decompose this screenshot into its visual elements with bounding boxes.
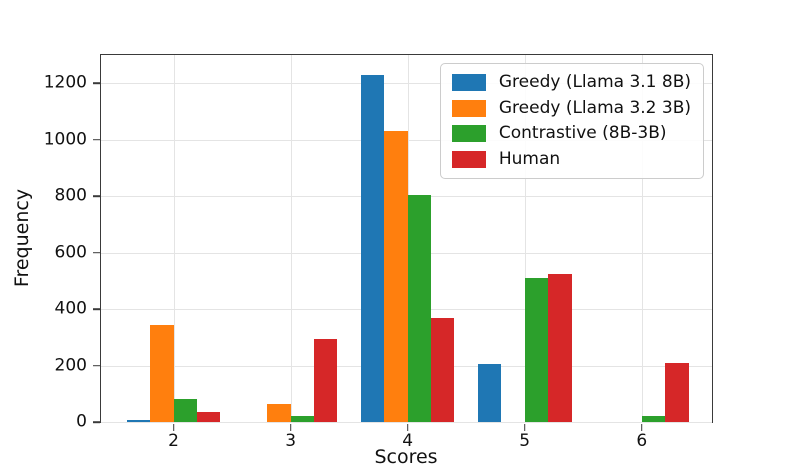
bar-Human-score-6	[665, 362, 689, 422]
x-tick-mark	[406, 423, 409, 431]
bar-Contrastive (8B-3B)-score-5	[524, 278, 549, 422]
y-tick-mark	[92, 421, 100, 423]
x-tick-mark	[172, 423, 175, 431]
x-tick-label: 2	[168, 431, 179, 451]
bar-Human-score-4	[431, 317, 455, 422]
y-tick-mark	[92, 82, 100, 85]
legend-item: Greedy (Llama 3.2 3B)	[451, 97, 691, 119]
bar-Contrastive (8B-3B)-score-6	[641, 416, 666, 422]
y-tick-mark	[92, 364, 100, 367]
y-tick-mark	[92, 195, 100, 197]
y-tick-label: 200	[54, 355, 87, 376]
v-gridline	[641, 55, 643, 422]
legend-swatch	[451, 125, 486, 143]
x-tick-mark	[289, 423, 292, 431]
legend-item: Greedy (Llama 3.1 8B)	[451, 72, 691, 93]
bar-Greedy (Llama 3.2 3B)-score-3	[267, 403, 291, 422]
bar-Greedy (Llama 3.2 3B)-score-2	[150, 324, 174, 422]
bar-Greedy (Llama 3.1 8B)-score-5	[477, 364, 502, 422]
x-tick-label: 3	[285, 431, 297, 451]
bar-Contrastive (8B-3B)-score-4	[407, 194, 432, 422]
x-tick-label: 6	[636, 431, 648, 451]
v-gridline	[524, 55, 526, 422]
bar-Greedy (Llama 3.2 3B)-score-4	[384, 131, 408, 422]
y-tick-label: 1200	[43, 72, 87, 93]
legend-label: Greedy (Llama 3.2 3B)	[498, 97, 691, 118]
v-gridline	[173, 55, 175, 422]
legend-swatch	[451, 74, 486, 92]
y-tick-label: 400	[54, 298, 87, 319]
plot-area: 0 200 400 600 800 1000 1200 2 3 4 5 6 Greedy (Llam…	[44, 54, 713, 450]
bar-Greedy (Llama 3.1 8B)-score-2	[126, 419, 151, 422]
legend-label: Contrastive (8B-3B)	[498, 123, 667, 144]
legend-label: Greedy (Llama 3.1 8B)	[498, 72, 691, 92]
y-tick-label: 0	[76, 411, 87, 432]
y-tick-label: 1000	[43, 129, 87, 150]
bar-Human-score-5	[548, 273, 572, 422]
x-tick-mark	[523, 423, 526, 431]
bar-Greedy (Llama 3.1 8B)-score-4	[360, 74, 385, 422]
h-gridline	[101, 83, 712, 85]
bar-Contrastive (8B-3B)-score-2	[173, 399, 197, 422]
x-tick-label: 5	[519, 431, 531, 451]
legend-item: Contrastive (8B-3B)	[451, 123, 691, 144]
bar-Human-score-3	[314, 338, 338, 422]
legend-swatch	[451, 150, 486, 168]
h-gridline	[101, 422, 712, 423]
legend-label: Human	[498, 148, 561, 169]
bar-Contrastive (8B-3B)-score-3	[290, 416, 315, 422]
y-tick-mark	[92, 251, 100, 254]
y-tick-label: 800	[54, 185, 87, 206]
y-tick-mark	[92, 308, 100, 310]
bar-Human-score-2	[196, 412, 221, 422]
legend-swatch	[451, 99, 486, 117]
x-axis-label: Scores	[374, 446, 438, 468]
legend-item: Human	[451, 148, 691, 170]
y-tick-label: 600	[54, 242, 87, 263]
v-gridline	[290, 55, 292, 422]
x-tick-mark	[640, 423, 643, 431]
legend: Greedy (Llama 3.1 8B) Greedy (Llama 3.2 3…	[439, 63, 704, 180]
x-tick-label: 4	[402, 431, 414, 451]
y-tick-mark	[92, 138, 100, 141]
